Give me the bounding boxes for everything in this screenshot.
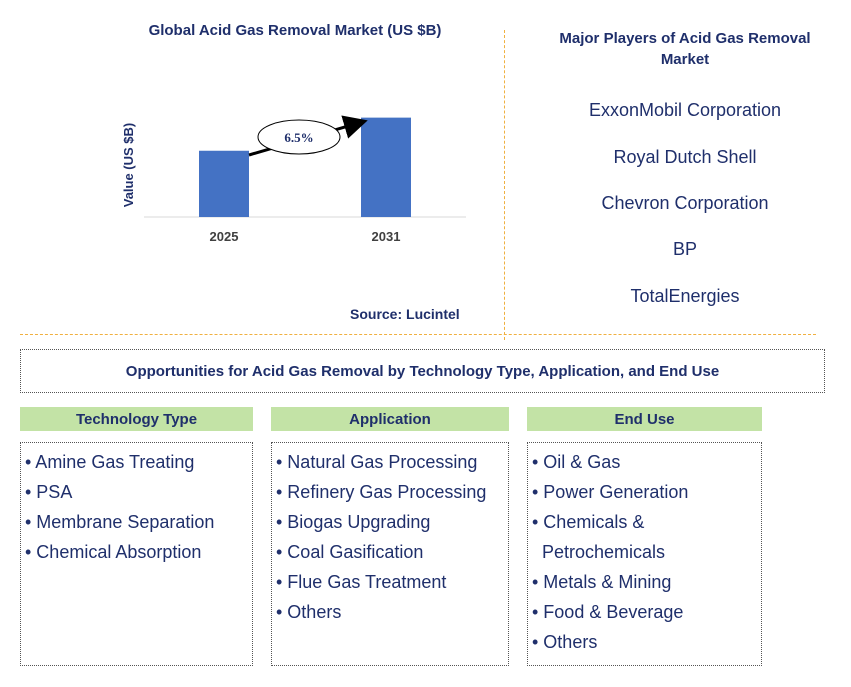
vertical-divider — [504, 30, 505, 340]
list-item: • Metals & Mining — [532, 572, 672, 592]
bar-2031 — [361, 117, 411, 217]
player-item: Chevron Corporation — [601, 193, 769, 213]
list-item: • Refinery Gas Processing — [276, 482, 487, 502]
technology-list: • Amine Gas Treating • PSA • Membrane Se… — [20, 442, 253, 666]
list-item: • Coal Gasification — [276, 542, 424, 562]
players-title: Major Players of Acid Gas Removal Market — [559, 30, 811, 68]
y-axis-label: Value (US $B) — [121, 123, 136, 208]
list-item: • Flue Gas Treatment — [276, 572, 447, 592]
player-item: ExxonMobil Corporation — [588, 100, 782, 120]
list-item: • Biogas Upgrading — [276, 512, 431, 532]
player-item: Royal Dutch Shell — [613, 147, 757, 167]
horizontal-divider — [20, 334, 816, 335]
list-item: • Power Generation — [532, 482, 689, 502]
cagr-label: 6.5% — [284, 130, 313, 145]
bar-2025 — [199, 150, 249, 217]
list-item: • Others — [276, 602, 342, 622]
list-item: • Natural Gas Processing — [276, 452, 478, 472]
list-item: • Food & Beverage — [532, 602, 684, 622]
bars-layer — [199, 117, 411, 217]
growth-annotation: 6.5% — [248, 115, 368, 157]
list-item: • PSA — [25, 482, 73, 502]
player-item: BP — [672, 239, 697, 259]
list-item: • Chemicals & Petrochemicals — [532, 512, 666, 562]
source-label: Source: Lucintel — [350, 306, 460, 322]
list-item: • Membrane Separation — [25, 512, 215, 532]
x-tick-labels: 2025 2031 — [210, 229, 401, 244]
column-header-end-use: End Use — [527, 407, 762, 431]
x-tick-label: 2025 — [210, 229, 239, 244]
column-header-application: Application — [271, 407, 509, 431]
list-item: • Oil & Gas — [532, 452, 621, 472]
player-item: TotalEnergies — [630, 286, 740, 306]
list-item: • Others — [532, 632, 598, 652]
column-header-technology: Technology Type — [20, 407, 253, 431]
cagr-ellipse — [257, 119, 341, 155]
opportunities-title: Opportunities for Acid Gas Removal by Te… — [20, 349, 825, 393]
x-tick-label: 2031 — [372, 229, 401, 244]
chart-title: Global Acid Gas Removal Market (US $B) — [148, 22, 442, 39]
bar-chart: Value (US $B) 6.5% 2025 2031 — [121, 115, 466, 244]
application-list: • Natural Gas Processing • Refinery Gas … — [271, 442, 509, 666]
list-item: • Chemical Absorption — [25, 542, 202, 562]
list-item: • Amine Gas Treating — [25, 452, 195, 472]
end-use-list: • Oil & Gas • Power Generation • Chemica… — [527, 442, 762, 666]
